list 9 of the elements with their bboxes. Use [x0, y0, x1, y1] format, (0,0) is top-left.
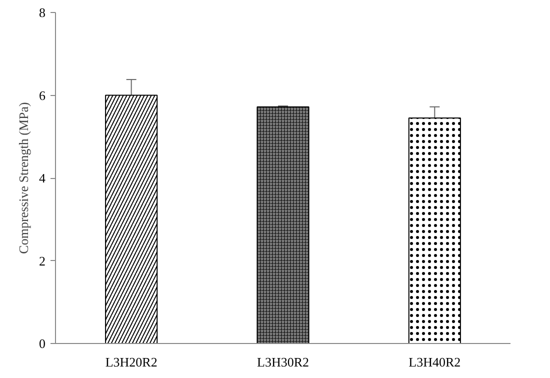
y-tick-label: 4: [39, 170, 46, 186]
y-axis-title: Compressive Strength (MPa): [16, 102, 31, 254]
y-tick-label: 8: [39, 5, 46, 20]
x-tick-label: L3H40R2: [408, 354, 461, 370]
y-tick-label: 6: [39, 88, 46, 103]
y-tick-label: 2: [39, 253, 46, 268]
y-tick-label: 0: [39, 336, 46, 351]
x-tick-label: L3H30R2: [257, 354, 309, 370]
x-tick-label: L3H20R2: [105, 354, 158, 370]
